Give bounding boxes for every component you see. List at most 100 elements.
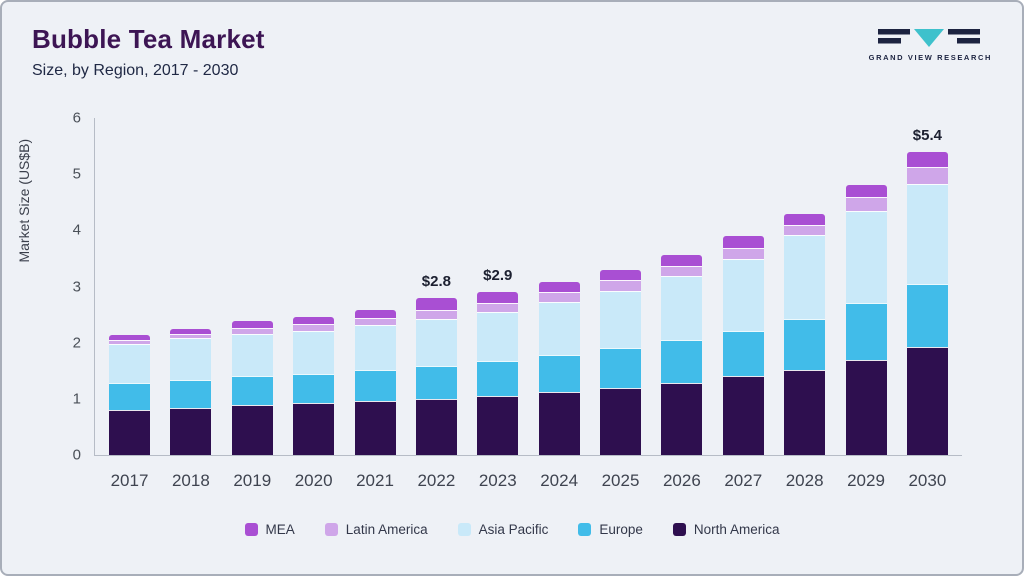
y-tick-label: 2 xyxy=(72,334,81,352)
bar-segment-mea xyxy=(170,329,212,334)
legend-label: Asia Pacific xyxy=(478,521,549,537)
x-tick-label: 2028 xyxy=(785,471,824,490)
bar-segment-europe xyxy=(354,370,396,402)
bar-segment-asia-pacific xyxy=(415,318,457,367)
bar-segment-asia-pacific xyxy=(109,343,150,384)
bar-2024: 2024 xyxy=(538,118,580,490)
bar-segment-europe xyxy=(415,366,457,399)
plot-area: 2017 2018 2019 2020 2021 $2.8 2022 $2.9 2023 2024… xyxy=(73,110,962,490)
bar-2025: 2025 xyxy=(600,118,641,490)
bar-2021: 2021 xyxy=(354,118,396,490)
bar-segment-latin-america xyxy=(170,333,212,338)
bar-segment-latin-america xyxy=(722,247,764,259)
bar-segment-asia-pacific xyxy=(477,311,519,361)
bars-container: 2017 2018 2019 2020 2021 $2.8 2022 $2.9 2023 2024… xyxy=(95,118,962,490)
x-tick-label: 2024 xyxy=(540,471,579,490)
legend-label: North America xyxy=(693,521,780,537)
legend-item-asia-pacific: Asia Pacific xyxy=(457,521,549,537)
bar-segment-asia-pacific xyxy=(538,302,580,356)
legend-item-mea: MEA xyxy=(244,521,295,537)
bar-2020: 2020 xyxy=(293,118,335,490)
x-tick-label: 2026 xyxy=(662,471,701,490)
logo: GRAND VIEW RESEARCH xyxy=(869,28,992,62)
bar-segment-latin-america xyxy=(477,302,519,312)
bar-segment-north-america xyxy=(477,396,519,455)
y-tick-label: 4 xyxy=(72,221,81,239)
bar-segment-north-america xyxy=(109,410,150,455)
logo-text: GRAND VIEW RESEARCH xyxy=(868,53,992,62)
x-tick-label: 2023 xyxy=(478,471,517,490)
bar-segment-europe xyxy=(906,284,948,348)
grand-view-research-icon xyxy=(878,29,981,47)
x-tick-label: 2025 xyxy=(601,471,640,490)
bar-2026: 2026 xyxy=(661,118,703,490)
bar-segment-north-america xyxy=(600,387,641,455)
bar-segment-north-america xyxy=(906,347,948,455)
bar-segment-asia-pacific xyxy=(906,184,948,285)
bar-segment-asia-pacific xyxy=(170,337,212,381)
y-axis-title: Market Size (US$B) xyxy=(16,138,32,263)
bar-segment-latin-america xyxy=(600,280,641,292)
bar-segment-latin-america xyxy=(661,265,703,277)
bar-2028: 2028 xyxy=(784,118,826,490)
bar-segment-mea xyxy=(661,254,703,266)
bar-segment-latin-america xyxy=(784,225,826,236)
bar-segment-mea xyxy=(906,151,948,168)
bar-segment-europe xyxy=(661,339,703,383)
x-tick-label: 2022 xyxy=(417,471,456,490)
bar-2023: $2.9 2023 xyxy=(477,118,519,490)
bar-segment-europe xyxy=(538,355,580,393)
x-tick-label: 2017 xyxy=(110,471,149,490)
bar-segment-north-america xyxy=(293,403,335,455)
bar-segment-mea xyxy=(845,185,887,198)
bar-segment-latin-america xyxy=(354,317,396,326)
bar-segment-north-america xyxy=(538,392,580,455)
value-label-2030: $5.4 xyxy=(912,126,942,144)
legend-swatch xyxy=(578,522,592,536)
value-label-2022: $2.8 xyxy=(421,272,451,290)
bar-segment-latin-america xyxy=(231,328,273,334)
bar-segment-north-america xyxy=(845,359,887,455)
legend-swatch xyxy=(324,522,338,536)
bar-2018: 2018 xyxy=(170,118,212,490)
bar-segment-europe xyxy=(722,330,764,377)
y-tick-label: 0 xyxy=(72,446,81,464)
title-block: Bubble Tea Market Size, by Region, 2017 … xyxy=(32,24,265,80)
legend-swatch xyxy=(244,522,258,536)
bar-segment-europe xyxy=(109,383,150,411)
bar-segment-north-america xyxy=(661,382,703,455)
bar-segment-asia-pacific xyxy=(354,325,396,371)
x-tick-label: 2020 xyxy=(294,471,333,490)
bar-segment-mea xyxy=(538,282,580,293)
bar-segment-asia-pacific xyxy=(722,259,764,331)
y-tick-label: 1 xyxy=(72,390,81,408)
bar-segment-europe xyxy=(293,373,335,404)
x-tick-label: 2030 xyxy=(908,471,947,490)
legend-swatch xyxy=(457,522,471,536)
bar-segment-north-america xyxy=(784,369,826,455)
bar-segment-mea xyxy=(354,310,396,318)
header: Bubble Tea Market Size, by Region, 2017 … xyxy=(32,24,992,88)
bar-2029: 2029 xyxy=(845,118,887,490)
bar-segment-asia-pacific xyxy=(845,211,887,304)
bar-segment-north-america xyxy=(415,398,457,455)
bar-segment-latin-america xyxy=(906,167,948,185)
legend-item-north-america: North America xyxy=(672,521,780,537)
bar-segment-north-america xyxy=(231,405,273,455)
bar-segment-mea xyxy=(109,335,150,340)
legend-swatch xyxy=(672,522,686,536)
y-tick-label: 5 xyxy=(72,165,81,183)
bar-segment-asia-pacific xyxy=(784,235,826,319)
bar-segment-mea xyxy=(722,236,764,248)
bar-segment-europe xyxy=(477,360,519,397)
x-tick-label: 2027 xyxy=(724,471,763,490)
legend: MEA Latin America Asia Pacific Europe North … xyxy=(32,516,992,542)
bar-segment-north-america xyxy=(722,376,764,455)
bar-segment-latin-america xyxy=(109,339,150,344)
page-subtitle: Size, by Region, 2017 - 2030 xyxy=(32,62,239,79)
bar-segment-asia-pacific xyxy=(600,291,641,349)
bar-segment-europe xyxy=(784,318,826,370)
legend-label: MEA xyxy=(265,521,295,537)
bar-segment-latin-america xyxy=(845,197,887,212)
bar-2030: $5.4 2030 xyxy=(906,118,948,490)
